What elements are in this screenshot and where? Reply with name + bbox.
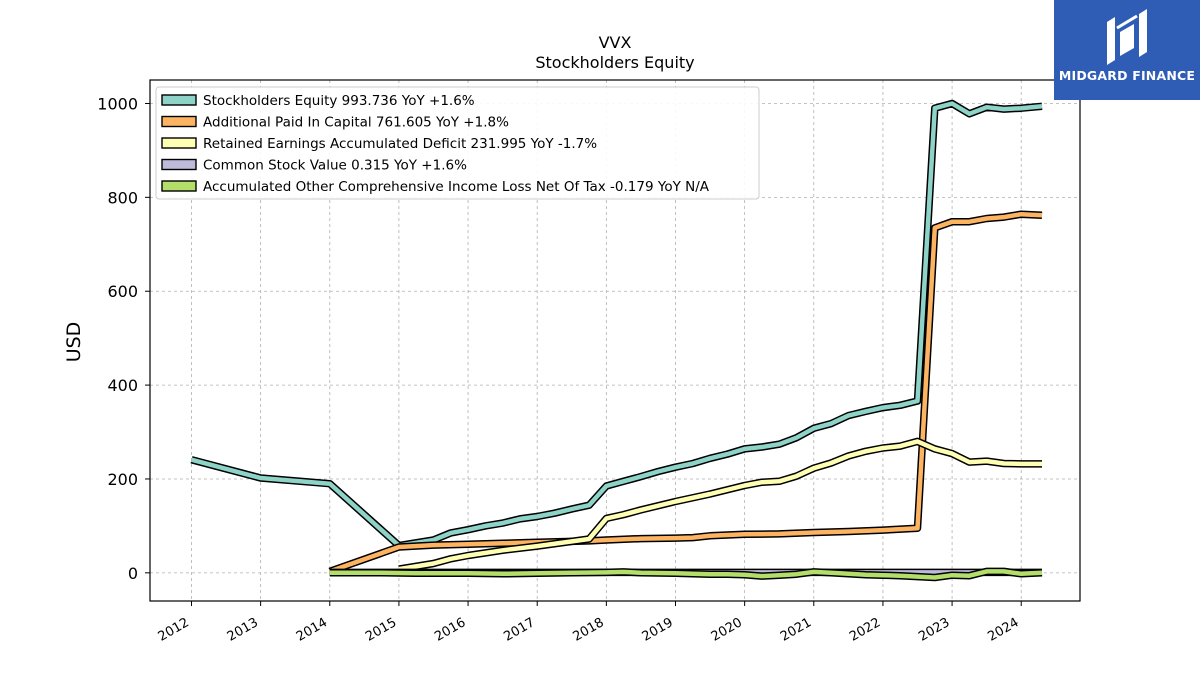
legend-entry: Accumulated Other Comprehensive Income L… <box>203 179 710 195</box>
plot-frame <box>149 79 1081 602</box>
x-tick-label: 2023 <box>916 615 952 645</box>
series-line-outline <box>328 210 1043 575</box>
series-layer <box>190 99 1043 582</box>
series-line <box>190 101 1043 548</box>
x-tick-label: 2013 <box>225 615 261 645</box>
x-tick-label: 2022 <box>847 615 883 645</box>
legend-entry: Common Stock Value 0.315 YoY +1.6% <box>203 158 467 174</box>
y-tick-label: 1000 <box>97 94 138 113</box>
y-tick-label: 800 <box>107 188 138 207</box>
chart-subtitle: Stockholders Equity <box>535 53 694 72</box>
x-tick-label: 2019 <box>640 615 676 645</box>
x-tick-label: 2018 <box>571 615 607 645</box>
legend-swatch <box>161 137 197 149</box>
legend-entry: Additional Paid In Capital 761.605 YoY +… <box>203 115 509 131</box>
y-tick-label: 600 <box>107 282 138 301</box>
legend-swatch <box>161 115 197 128</box>
x-tick-label: 2012 <box>156 615 192 645</box>
midgard-logo-mark-icon <box>1107 9 1147 65</box>
x-tick-label: 2017 <box>501 615 537 645</box>
midgard-finance-logo: MIDGARD FINANCE <box>1054 0 1200 100</box>
legend-box <box>155 86 760 200</box>
legend-swatch <box>161 180 197 192</box>
y-tick-label: 200 <box>107 470 138 489</box>
legend-entry: Retained Earnings Accumulated Deficit 23… <box>203 136 597 152</box>
x-tick-label: 2020 <box>709 615 745 645</box>
series-0 <box>190 99 1043 550</box>
logo-text: MIDGARD FINANCE <box>1058 68 1196 83</box>
series-line <box>329 569 1043 580</box>
y-axis-label: USD <box>63 322 85 363</box>
x-tick-label: 2015 <box>363 615 399 645</box>
legend-swatch <box>161 158 197 171</box>
series-1 <box>328 210 1043 575</box>
series-line <box>398 439 1042 572</box>
x-tick-label: 2021 <box>778 615 814 645</box>
y-tick-label: 0 <box>128 564 138 583</box>
x-tick-label: 2016 <box>432 615 468 645</box>
y-tick-label: 400 <box>107 376 138 395</box>
legend: Stockholders Equity 993.736 YoY +1.6% Add… <box>155 86 760 200</box>
chart-title: VVX <box>599 33 632 52</box>
x-tick-label: 2014 <box>294 615 330 645</box>
legend-entry: Stockholders Equity 993.736 YoY +1.6% <box>203 93 475 109</box>
legend-swatch <box>161 94 197 106</box>
x-tick-label: 2024 <box>985 615 1021 645</box>
series-4 <box>329 567 1043 582</box>
series-line <box>329 211 1043 574</box>
series-2 <box>398 437 1042 573</box>
